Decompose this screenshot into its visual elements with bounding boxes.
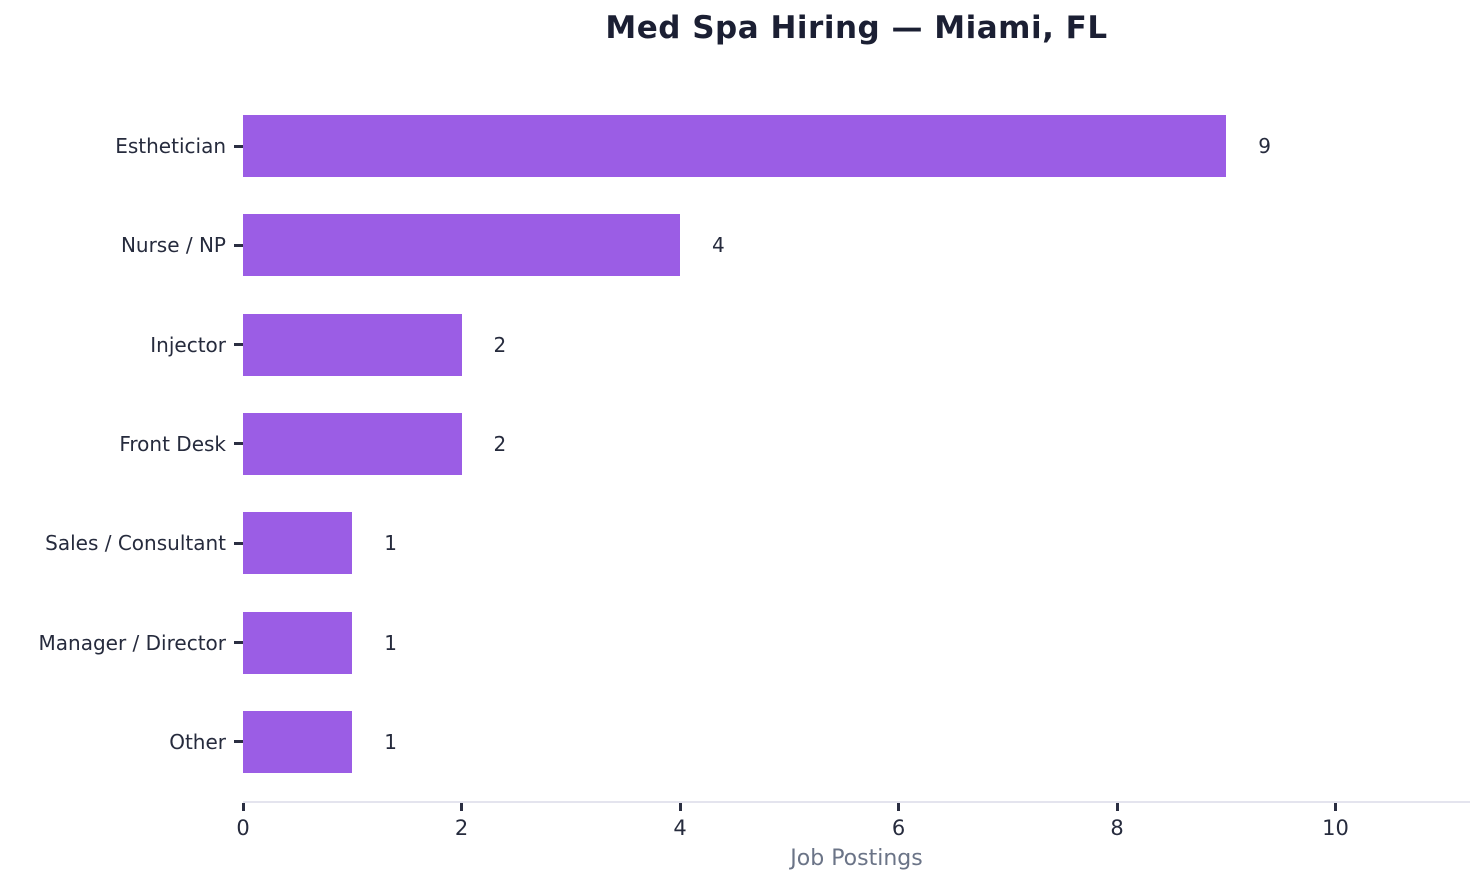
x-tick <box>241 803 245 811</box>
category-label: Esthetician <box>115 134 226 158</box>
bar <box>243 611 353 674</box>
x-axis-label: Job Postings <box>790 846 923 871</box>
x-tick <box>460 803 463 811</box>
x-tick <box>678 803 682 811</box>
value-label: 2 <box>493 332 507 357</box>
value-label: 1 <box>384 531 397 556</box>
bar <box>243 214 680 277</box>
bar <box>243 313 462 376</box>
x-tick-label: 4 <box>673 816 687 840</box>
category-label: Injector <box>150 332 226 357</box>
value-label: 1 <box>384 729 397 754</box>
category-label: Manager / Director <box>38 630 226 655</box>
y-tick <box>234 343 243 347</box>
category-label: Front Desk <box>119 431 226 456</box>
category-label: Sales / Consultant <box>45 531 226 556</box>
category-label: Nurse / NP <box>120 233 226 258</box>
x-tick <box>897 803 900 811</box>
y-tick <box>234 641 243 644</box>
y-tick <box>234 243 243 247</box>
x-tick-label: 6 <box>891 816 906 840</box>
x-tick <box>1334 803 1337 811</box>
y-tick <box>234 541 243 545</box>
chart-title: Med Spa Hiring — Miami, FL <box>605 10 1108 46</box>
y-tick <box>234 442 243 446</box>
x-tick-label: 2 <box>454 816 469 840</box>
value-label: 1 <box>384 630 397 655</box>
y-tick <box>234 144 243 148</box>
bar <box>243 512 353 575</box>
x-tick <box>1115 803 1119 811</box>
value-label: 4 <box>712 233 725 258</box>
value-label: 2 <box>493 431 507 456</box>
value-label: 9 <box>1258 134 1271 158</box>
y-tick <box>234 740 243 744</box>
x-axis-line <box>243 801 1470 803</box>
x-tick-label: 10 <box>1322 816 1349 840</box>
bar <box>243 115 1227 177</box>
x-tick-label: 8 <box>1110 816 1124 840</box>
bar <box>243 412 462 475</box>
x-tick-label: 0 <box>236 816 250 840</box>
category-label: Other <box>169 729 226 754</box>
bar <box>243 710 353 773</box>
